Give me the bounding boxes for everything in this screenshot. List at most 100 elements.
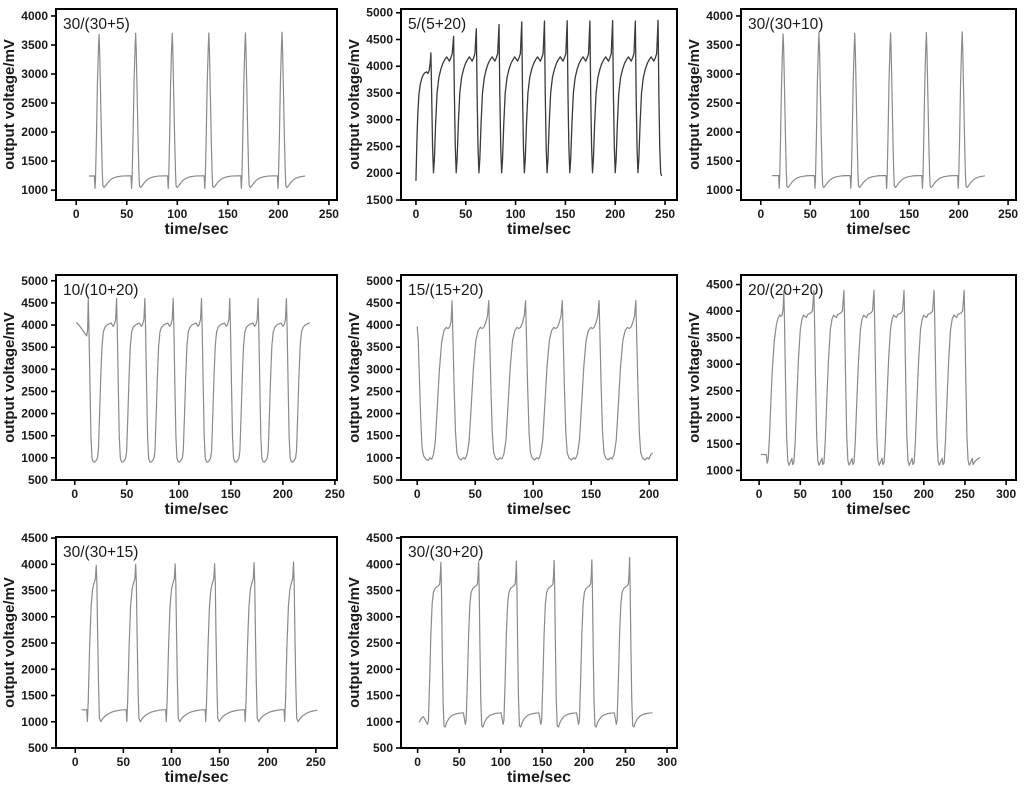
y-tick-label: 5000 (366, 274, 393, 288)
x-axis-title: time/sec (507, 221, 571, 238)
plot-frame (400, 8, 678, 201)
voltage-trace (418, 556, 653, 728)
plot-frame (400, 274, 678, 481)
y-tick-label: 2000 (21, 125, 48, 139)
y-tick-label: 2000 (366, 166, 393, 180)
chart-svg-30/(30+20): 500 1000 1500 2000 2500 3000 3500 4000 4500 0 50 10… (346, 531, 678, 786)
x-tick-label: 150 (555, 207, 575, 221)
x-tick-label: 150 (221, 487, 241, 501)
y-axis-title: output voltage/mV (686, 39, 703, 170)
y-axis-title: output voltage/mV (346, 312, 363, 443)
y-tick-label: 500 (373, 741, 393, 755)
chart-5-over-5plus20: 1500 2000 2500 3000 3500 4000 4500 5000 0 50 100 15… (345, 2, 685, 240)
chart-10-over-10plus20: 500 1000 1500 2000 2500 3000 3500 4000 4500 5000 0… (0, 268, 345, 520)
x-tick-label: 300 (657, 755, 677, 769)
y-tick-label: 3500 (21, 584, 48, 598)
x-tick-label: 250 (955, 487, 975, 501)
y-tick-label: 2000 (366, 407, 393, 421)
x-tick-label: 250 (319, 207, 339, 221)
x-tick-label: 50 (459, 207, 473, 221)
x-tick-label: 50 (794, 487, 808, 501)
y-tick-label: 2500 (366, 636, 393, 650)
y-tick-label: 1500 (366, 193, 393, 207)
y-tick-label: 4000 (706, 9, 733, 23)
x-tick-label: 150 (899, 207, 919, 221)
y-tick-label: 3500 (706, 38, 733, 52)
y-tick-label: 3000 (706, 67, 733, 81)
x-tick-label: 250 (615, 755, 635, 769)
x-tick-label: 50 (120, 207, 134, 221)
chart-30-over-30plus5: 1000 1500 2000 2500 3000 3500 4000 0 50 100 150 200… (0, 2, 345, 240)
y-tick-label: 1500 (706, 437, 733, 451)
y-tick-label: 2000 (366, 662, 393, 676)
voltage-trace (760, 289, 981, 466)
x-tick-label: 0 (72, 755, 79, 769)
y-tick-label: 500 (28, 473, 48, 487)
x-axis-title: time/sec (846, 221, 910, 238)
y-tick-label: 3500 (706, 331, 733, 345)
y-tick-label: 3500 (366, 86, 393, 100)
y-axis-title: output voltage/mV (346, 39, 363, 170)
y-tick-label: 3000 (366, 610, 393, 624)
x-tick-label: 200 (949, 207, 969, 221)
x-tick-label: 0 (757, 207, 764, 221)
chart-svg-20/(20+20): 1000 1500 2000 2500 3000 3500 4000 4500 0 50 100 15… (686, 274, 1017, 518)
ratio-label: 15/(15+20) (408, 282, 483, 299)
ratio-label: 30/(30+15) (63, 544, 138, 561)
x-tick-label: 150 (873, 487, 893, 501)
x-tick-label: 200 (273, 487, 293, 501)
y-tick-label: 3500 (366, 584, 393, 598)
x-tick-label: 100 (831, 487, 851, 501)
y-axis-title: output voltage/mV (686, 312, 703, 443)
y-tick-label: 1500 (21, 154, 48, 168)
y-tick-label: 5000 (366, 6, 393, 20)
x-tick-label: 0 (71, 487, 78, 501)
x-tick-label: 50 (804, 207, 818, 221)
chart-svg-30/(30+5): 1000 1500 2000 2500 3000 3500 4000 0 50 100 150 200… (1, 8, 339, 238)
x-tick-label: 250 (325, 487, 345, 501)
y-tick-label: 3500 (21, 340, 48, 354)
x-tick-label: 100 (850, 207, 870, 221)
y-tick-label: 1000 (21, 715, 48, 729)
x-tick-label: 100 (167, 207, 187, 221)
y-tick-label: 1000 (21, 183, 48, 197)
empty-cell (685, 530, 1024, 788)
y-axis-title: output voltage/mV (1, 39, 18, 170)
figure-row-3: 500 1000 1500 2000 2500 3000 3500 4000 4500 0 50 10… (0, 530, 1024, 788)
x-tick-label: 250 (306, 755, 326, 769)
x-tick-label: 0 (413, 207, 420, 221)
chart-15-over-15plus20: 500 1000 1500 2000 2500 3000 3500 4000 4500 5000 0… (345, 268, 685, 520)
x-tick-label: 200 (574, 755, 594, 769)
y-tick-label: 4000 (706, 304, 733, 318)
ratio-label: 30/(30+10) (748, 16, 823, 33)
x-tick-label: 200 (914, 487, 934, 501)
y-tick-label: 4500 (706, 278, 733, 292)
x-axis-title: time/sec (164, 501, 228, 518)
x-tick-label: 300 (996, 487, 1016, 501)
x-tick-label: 100 (161, 755, 181, 769)
x-tick-label: 50 (469, 487, 483, 501)
y-tick-label: 1500 (21, 689, 48, 703)
y-tick-label: 3500 (366, 340, 393, 354)
y-tick-label: 500 (373, 473, 393, 487)
x-tick-label: 250 (998, 207, 1018, 221)
x-tick-label: 100 (523, 487, 543, 501)
y-tick-label: 3000 (366, 113, 393, 127)
voltage-trace (76, 297, 310, 463)
plot-frame (740, 8, 1017, 201)
x-axis-title: time/sec (507, 501, 571, 518)
y-tick-label: 1500 (706, 154, 733, 168)
y-tick-label: 2500 (366, 139, 393, 153)
y-tick-label: 1500 (366, 429, 393, 443)
y-tick-label: 4500 (366, 296, 393, 310)
x-axis-title: time/sec (164, 221, 228, 238)
figure-row-2: 500 1000 1500 2000 2500 3000 3500 4000 4500 5000 0… (0, 268, 1024, 520)
y-tick-label: 4500 (366, 531, 393, 545)
y-tick-label: 3000 (21, 362, 48, 376)
x-tick-label: 50 (453, 755, 467, 769)
chart-svg-10/(10+20): 500 1000 1500 2000 2500 3000 3500 4000 4500 5000 0… (1, 274, 345, 518)
y-tick-label: 1000 (706, 463, 733, 477)
x-tick-label: 100 (491, 755, 511, 769)
chart-svg-15/(15+20): 500 1000 1500 2000 2500 3000 3500 4000 4500 5000 0… (346, 274, 678, 518)
